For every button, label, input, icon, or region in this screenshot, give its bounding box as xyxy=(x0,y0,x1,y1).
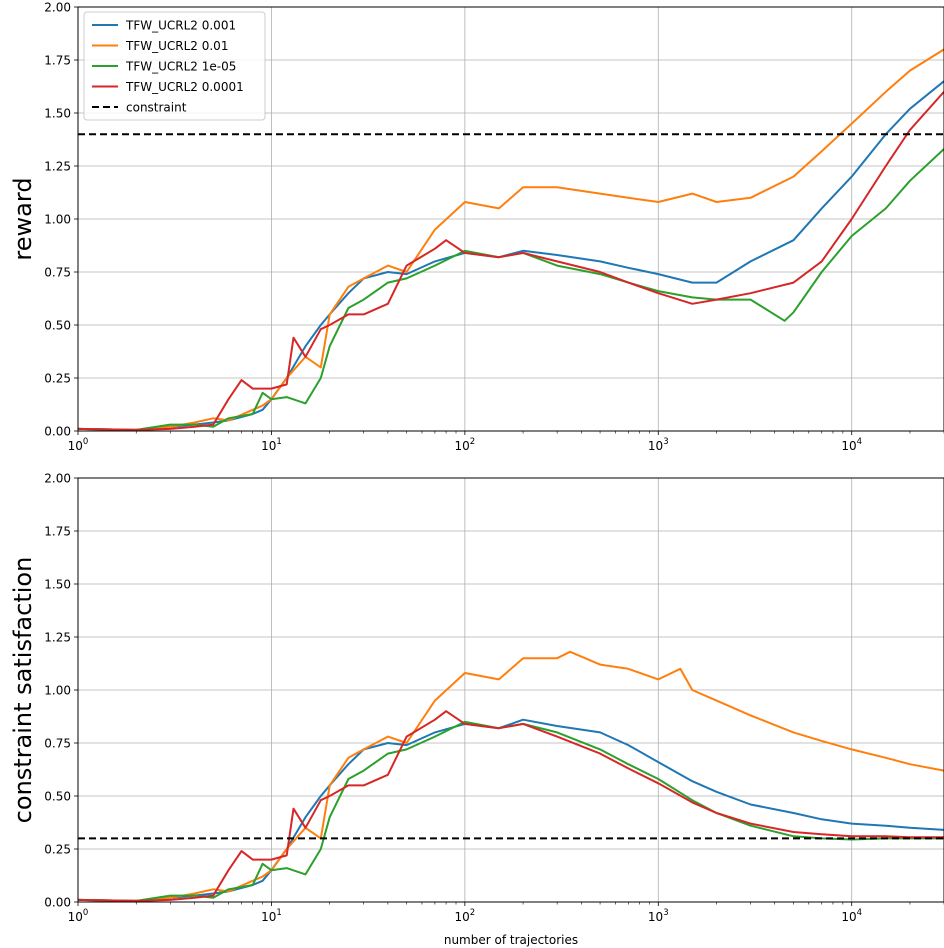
x-tick-base: 10 xyxy=(455,910,470,924)
legend: TFW_UCRL2 0.001 TFW_UCRL2 0.01 TFW_UCRL2 1… xyxy=(83,11,266,121)
x-tick-base: 10 xyxy=(68,439,83,453)
y-axis-label: reward xyxy=(9,177,37,260)
legend-box xyxy=(83,11,266,121)
y-tick-label: 2.00 xyxy=(44,472,71,486)
x-tick-exponent: 2 xyxy=(470,437,475,447)
x-tick-exponent: 2 xyxy=(470,908,475,918)
series-line-tfw-ucrl2-0-001 xyxy=(78,80,944,431)
series-line-tfw-ucrl2-0-0001 xyxy=(78,710,944,902)
y-tick-label: 1.50 xyxy=(44,107,71,121)
series-line-tfw-ucrl2-1e-05 xyxy=(78,720,944,902)
x-tick-exponent: 3 xyxy=(663,437,668,447)
x-tick-label: 104 xyxy=(841,437,862,453)
y-tick-label: 0.75 xyxy=(44,266,71,280)
legend-label-constraint: constraint xyxy=(126,101,187,115)
x-tick-base: 10 xyxy=(648,439,663,453)
series-line-tfw-ucrl2-1e-05 xyxy=(78,148,944,431)
y-tick-label: 0.75 xyxy=(44,737,71,751)
x-tick-exponent: 1 xyxy=(276,437,281,447)
x-tick-exponent: 4 xyxy=(857,908,862,918)
x-tick-label: 102 xyxy=(455,908,476,924)
series-line-tfw-ucrl2-0-01 xyxy=(78,48,944,431)
y-tick-label: 2.00 xyxy=(44,1,71,15)
x-tick-exponent: 1 xyxy=(276,908,281,918)
axes-frame xyxy=(77,477,944,903)
x-tick-exponent: 4 xyxy=(857,437,862,447)
x-tick-base: 10 xyxy=(68,910,83,924)
x-tick-base: 10 xyxy=(648,910,663,924)
y-tick-label: 1.00 xyxy=(44,213,71,227)
x-tick-base: 10 xyxy=(261,439,276,453)
y-tick-label: 0.00 xyxy=(44,425,71,439)
y-tick-label: 1.25 xyxy=(44,631,71,645)
y-tick-label: 1.75 xyxy=(44,525,71,539)
x-tick-label: 100 xyxy=(68,437,89,453)
y-tick-label: 1.50 xyxy=(44,578,71,592)
x-tick-label: 101 xyxy=(261,908,282,924)
x-axis-label: number of trajectories xyxy=(444,933,578,947)
x-tick-exponent: 3 xyxy=(663,908,668,918)
y-axis-label: constraint satisfaction xyxy=(9,557,37,824)
y-tick-label: 0.50 xyxy=(44,319,71,333)
series-line-tfw-ucrl2-0-001 xyxy=(78,718,944,902)
x-tick-label: 102 xyxy=(455,437,476,453)
x-tick-base: 10 xyxy=(455,439,470,453)
x-tick-label: 103 xyxy=(648,908,669,924)
y-tick-label: 1.25 xyxy=(44,160,71,174)
x-tick-base: 10 xyxy=(841,439,856,453)
x-tick-label: 100 xyxy=(68,908,89,924)
axes-frame xyxy=(77,6,944,432)
x-tick-label: 103 xyxy=(648,437,669,453)
x-tick-exponent: 0 xyxy=(83,908,88,918)
y-tick-label: 1.75 xyxy=(44,54,71,68)
series-line-tfw-ucrl2-0-01 xyxy=(78,650,944,902)
legend-label-tfw-ucrl2-0-0001: TFW_UCRL2 0.0001 xyxy=(125,80,244,94)
y-tick-label: 0.25 xyxy=(44,372,71,386)
legend-label-tfw-ucrl2-0-001: TFW_UCRL2 0.001 xyxy=(125,19,236,33)
x-tick-base: 10 xyxy=(841,910,856,924)
y-tick-label: 0.00 xyxy=(44,896,71,910)
series-line-tfw-ucrl2-0-0001 xyxy=(78,91,944,431)
legend-label-tfw-ucrl2-0-01: TFW_UCRL2 0.01 xyxy=(125,39,228,53)
y-tick-label: 0.50 xyxy=(44,790,71,804)
legend-label-tfw-ucrl2-1e-05: TFW_UCRL2 1e-05 xyxy=(125,60,236,74)
x-tick-exponent: 0 xyxy=(83,437,88,447)
y-tick-label: 0.25 xyxy=(44,843,71,857)
x-tick-label: 101 xyxy=(261,437,282,453)
y-tick-label: 1.00 xyxy=(44,684,71,698)
x-tick-base: 10 xyxy=(261,910,276,924)
x-tick-label: 104 xyxy=(841,908,862,924)
